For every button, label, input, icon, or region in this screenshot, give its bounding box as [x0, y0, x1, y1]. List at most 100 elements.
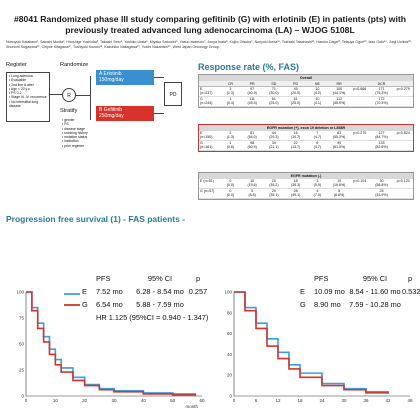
stats-ci: 6.28 - 8.54 mo — [136, 287, 184, 296]
register-label: Register — [6, 62, 27, 68]
table-cell — [350, 141, 370, 150]
x-tick-label: 30 — [111, 398, 117, 403]
x-tick-label: 24 — [319, 398, 325, 403]
eligibility-item: • No interstitial lung disease — [9, 99, 39, 109]
eligibility-item: • PS 0-2 — [9, 91, 22, 96]
stratify-item: • smoking history — [62, 130, 88, 135]
table-header: EGFR mutation (-) — [199, 173, 413, 179]
stratify-item: • institution — [62, 139, 79, 144]
x-tick-label: 6 — [255, 398, 258, 403]
table-cell — [393, 189, 413, 198]
y-tick-label: 25 — [19, 368, 25, 373]
poster-title: #8041 Randomized phase III study compari… — [13, 14, 406, 35]
table-cell: 5 (8.8) — [248, 188, 256, 198]
y-tick-label: 80 — [227, 310, 233, 315]
randomize-label: Randomize — [60, 62, 89, 68]
column-header — [350, 81, 370, 86]
table-row: G (n=57) 0 (0.0) 5 (8.8) 20 (35.1) 28 (49.1)… — [199, 189, 413, 199]
x-tick-label: 48 — [407, 398, 413, 403]
y-tick-label: 60 — [227, 331, 233, 336]
eligibility-item: • Evaluable — [9, 78, 27, 83]
stats-arm: E — [300, 287, 305, 296]
pfs-heading: Progression free survival (1) - FAS pati… — [6, 214, 186, 224]
table-cell: 127 (84.7%) — [375, 131, 388, 140]
y-tick-label: 50 — [19, 342, 25, 347]
table-cell: 4 (7.0) — [313, 188, 322, 198]
table-row: E (n=150) 2 (1.3) 81 (54.0) 44 (29.3) 16 (10… — [199, 131, 413, 141]
stats-arm: E — [82, 287, 87, 296]
right-stats: PFS 95% CI p E 10.09 mo 8.54 - 11.60 mo 0.5… — [300, 274, 420, 309]
table-header: Overall — [199, 75, 413, 81]
y-tick-label: 75 — [19, 316, 25, 321]
y-tick-label: 0 — [229, 394, 232, 399]
pfs-header: PFS — [96, 274, 111, 283]
p-header: p — [195, 274, 201, 283]
eligibility-item: • 2nd line & after — [9, 82, 34, 87]
x-tick-label: 60 — [199, 398, 205, 403]
stats-pfs: 8.90 mo — [314, 300, 341, 309]
table-header: EGFR mutation (+), exon 19 deletion or L… — [199, 125, 413, 131]
stratify-item: • gender — [62, 118, 75, 122]
ci-header: 95% CI — [147, 274, 173, 283]
table-cell: 18 (35.3) — [290, 179, 301, 188]
table-row: G (n=161) 1 (0.6) 98 (60.9) 34 (21.1) 22 (13… — [199, 141, 413, 151]
table-cell: 172 (70.5%) — [375, 96, 388, 106]
table-cell: 2 (1.3) — [226, 131, 235, 140]
table-cell: 22 (13.7) — [290, 140, 301, 150]
km-curve-g — [26, 291, 197, 396]
stats-pfs: 7.52 mo — [96, 287, 123, 296]
table-cell: G (n=57) — [200, 188, 215, 193]
x-tick-label: 40 — [141, 398, 147, 403]
arrow-line — [50, 94, 62, 95]
stratify-item: • prior regimen — [62, 143, 85, 148]
table-cell: p=0.666 — [353, 87, 367, 91]
eligibility-item: • Lung adenoca. — [9, 74, 34, 78]
p-header: p — [407, 274, 413, 283]
table-cell: 0 (0.0) — [226, 179, 235, 188]
table-cell: E (n=237) — [200, 87, 213, 96]
eligibility-box: • Lung adenoca. • Evaluable • 2nd line & a… — [6, 72, 50, 122]
table-row: G (n=244) 1 (0.4) 111 (45.5) 61 (25.0) 61 (2… — [199, 97, 413, 107]
table-cell: p=0.279 — [396, 87, 410, 91]
table-cell: 7 (4.7) — [313, 131, 322, 140]
table-cell — [350, 97, 370, 106]
km-curve-e — [26, 291, 197, 395]
pfs-header: PFS — [314, 274, 329, 283]
overall-table: Overall CR PR SD PD NE RR DCR E (n=237) 3 (1.3) 97… — [198, 74, 414, 108]
table-cell: 30 (58.8%) — [375, 179, 388, 188]
stats-p — [402, 300, 418, 309]
stratify-item: • PS — [62, 122, 69, 127]
stats-p: 0.532 — [402, 287, 420, 296]
column-headers: CR PR SD PD NE RR DCR — [199, 81, 413, 87]
table-cell: p=0.270 — [353, 131, 367, 135]
table-cell: 28 (49.1) — [290, 188, 301, 198]
table-cell: 81 (54.0) — [247, 131, 257, 140]
pd-box: PD — [164, 82, 182, 106]
column-header: NE — [314, 82, 320, 86]
stats-p: 0.257 — [188, 287, 208, 296]
table-cell: 98 (60.9) — [247, 140, 257, 150]
km-chart-right: 100 80 60 40 20 00 6 12 18 24 30 36 42 48 — [224, 290, 413, 404]
table-cell: 111 (45.5) — [247, 96, 257, 106]
y-tick-label: 100 — [224, 290, 232, 295]
column-header: PR — [249, 82, 255, 86]
x-tick-label: 36 — [363, 398, 369, 403]
stats-row: G 8.90 mo 7.59 - 10.28 mo — [300, 300, 418, 309]
stats-row: E 7.52 mo 6.28 - 8.54 mo 0.257 — [82, 287, 212, 296]
table-cell: 83 (55.3%) — [332, 131, 346, 140]
table-cell: 3 (5.9) — [313, 179, 322, 188]
table-cell: 16 (10.7) — [290, 131, 301, 140]
y-tick-label: 0 — [21, 394, 24, 399]
table-cell: G (n=244) — [200, 96, 213, 106]
x-tick-label: 42 — [385, 398, 391, 403]
table-cell: p=0.104 — [353, 179, 367, 183]
table-cell: 6 (3.7) — [313, 140, 322, 150]
table-cell: 99 (61.5%) — [332, 140, 346, 150]
stratify-item: • disease stage — [62, 126, 86, 131]
x-tick-label: 0 — [25, 398, 28, 403]
table-cell: 61 (25.0) — [269, 96, 279, 106]
table-cell: 10 (19.6%) — [332, 179, 346, 188]
table-cell: 10 (19.6) — [247, 179, 257, 188]
table-cell: 1 (0.6) — [226, 140, 235, 150]
response-rate-section: Response rate (%, FAS) Overall CR PR SD PD NE… — [198, 62, 414, 276]
